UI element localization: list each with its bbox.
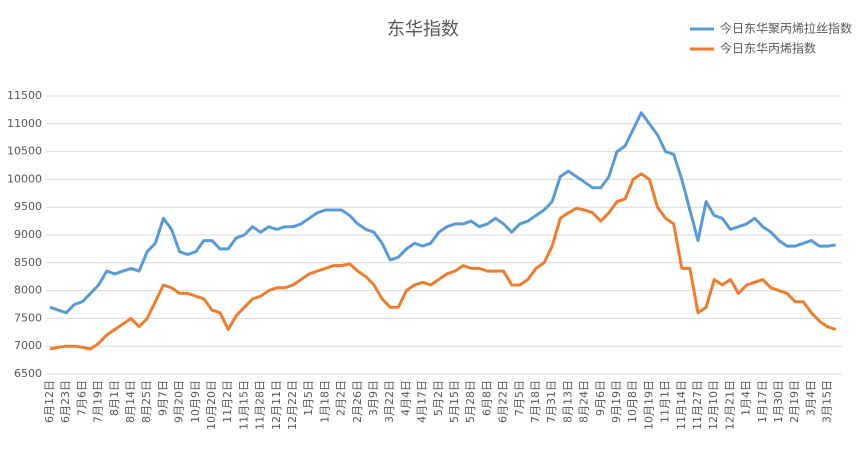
x-tick-label: 8月14日 — [124, 380, 137, 423]
x-tick-label: 11月28日 — [254, 380, 267, 430]
x-tick-label: 11月15日 — [237, 380, 250, 430]
x-tick-label: 11月2日 — [221, 380, 234, 423]
x-tick-label: 7月6日 — [75, 380, 88, 416]
y-tick-label: 7500 — [14, 311, 42, 324]
y-tick-label: 11000 — [7, 117, 42, 130]
y-tick-label: 7000 — [14, 339, 42, 352]
x-tick-label: 4月4日 — [399, 380, 412, 416]
x-tick-label: 11月14日 — [675, 380, 688, 430]
x-tick-label: 1月17日 — [756, 380, 769, 423]
x-tick-label: 1月5日 — [302, 380, 315, 416]
x-tick-label: 8月13日 — [561, 380, 574, 423]
x-tick-label: 10月8日 — [626, 380, 639, 423]
x-tick-label: 9月6日 — [594, 380, 607, 416]
x-tick-label: 1月18日 — [318, 380, 331, 423]
x-tick-label: 5月2日 — [432, 380, 445, 416]
x-tick-label: 2月19日 — [788, 380, 801, 423]
x-tick-label: 3月15日 — [821, 380, 834, 423]
x-tick-label: 12月10日 — [707, 380, 720, 430]
x-tick-label: 2月2日 — [335, 380, 348, 416]
x-tick-label: 8月1日 — [108, 380, 121, 416]
x-tick-label: 10月9日 — [189, 380, 202, 423]
x-tick-label: 7月19日 — [92, 380, 105, 423]
series-line — [49, 172, 837, 351]
x-tick-label: 6月12日 — [43, 380, 56, 423]
legend-label: 今日东华丙烯指数 — [720, 41, 816, 56]
x-tick-label: 11月1日 — [659, 380, 672, 423]
x-tick-label: 6月22日 — [497, 380, 510, 423]
legend-label: 今日东华聚丙烯拉丝指数 — [720, 21, 852, 36]
x-tick-label: 11月27日 — [691, 380, 704, 430]
x-tick-label: 8月24日 — [578, 380, 591, 423]
y-tick-label: 10000 — [7, 172, 42, 185]
y-tick-label: 11500 — [7, 89, 42, 102]
x-tick-label: 9月7日 — [156, 380, 169, 416]
x-tick-label: 6月8日 — [480, 380, 493, 416]
x-tick-label: 10月20日 — [205, 380, 218, 430]
y-tick-label: 8000 — [14, 284, 42, 297]
x-tick-label: 5月15日 — [448, 380, 461, 423]
x-tick-label: 3月22日 — [383, 380, 396, 423]
x-tick-label: 9月19日 — [610, 380, 623, 423]
x-tick-label: 4月17日 — [416, 380, 429, 423]
y-tick-label: 10500 — [7, 145, 42, 158]
x-tick-label: 12月21日 — [723, 380, 736, 430]
series-line — [49, 111, 836, 315]
x-tick-label: 12月11日 — [270, 380, 283, 430]
x-tick-label: 7月18日 — [529, 380, 542, 423]
chart-title: 东华指数 — [387, 19, 459, 40]
x-tick-label: 1月30日 — [772, 380, 785, 423]
x-tick-label: 2月26日 — [351, 380, 364, 423]
x-tick-label: 7月5日 — [513, 380, 526, 416]
x-tick-label: 3月4日 — [804, 380, 817, 416]
x-tick-label: 9月20日 — [173, 380, 186, 423]
y-tick-label: 9000 — [14, 228, 42, 241]
x-tick-label: 6月23日 — [59, 380, 72, 423]
x-tick-label: 1月4日 — [740, 380, 753, 416]
x-tick-label: 12月22日 — [286, 380, 299, 430]
x-tick-label: 7月31日 — [545, 380, 558, 423]
x-tick-label: 10月19日 — [642, 380, 655, 430]
x-tick-label: 8月25日 — [140, 380, 153, 423]
x-tick-label: 5月28日 — [464, 380, 477, 423]
x-tick-label: 3月9日 — [367, 380, 380, 416]
y-tick-label: 6500 — [14, 367, 42, 380]
y-tick-label: 8500 — [14, 256, 42, 269]
y-tick-label: 9500 — [14, 200, 42, 213]
